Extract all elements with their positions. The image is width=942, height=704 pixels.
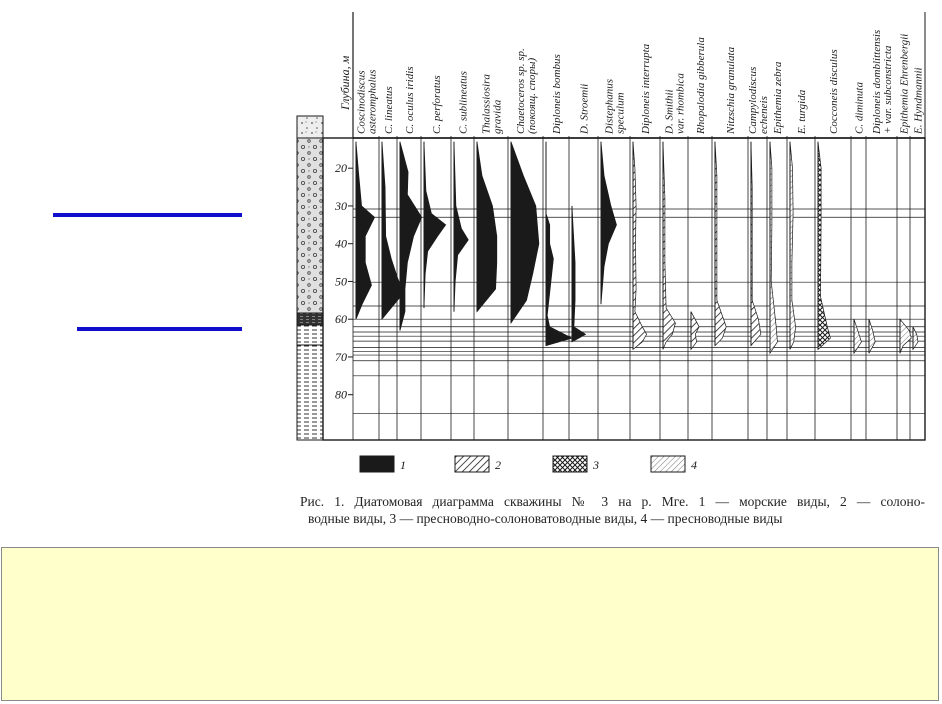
species-label: Epithemia Ehrenbergii: [899, 34, 911, 135]
species-profile: [632, 141, 648, 351]
species-profile: [476, 141, 498, 313]
legend-label: 3: [592, 458, 599, 472]
depth-tick-label: 50: [335, 274, 347, 288]
caption-line-2: водные виды, 3 — пресноводно-солоноватов…: [308, 511, 783, 526]
lithology-column: [296, 115, 324, 441]
species-profile: [912, 326, 919, 351]
legend: 1 2 3 4: [359, 455, 697, 473]
species-label: D. Smithii: [664, 89, 676, 135]
depth-axis: Глубина, м 20 30 40 50 60 70 80: [334, 55, 353, 402]
notes-panel: [1, 547, 939, 701]
species-label: Chaetoceros sp. sp.: [515, 48, 527, 134]
species-label: asteromphalus: [367, 70, 379, 134]
species-profile: [571, 205, 587, 343]
legend-swatch: [650, 455, 686, 473]
depth-tick-label: 30: [334, 199, 347, 213]
figure-caption: Рис. 1. Диатомовая диаграмма скважины № …: [300, 493, 925, 527]
species-profile: [714, 141, 727, 347]
species-profiles: [355, 141, 919, 355]
species-label: var. rhombica: [675, 73, 687, 134]
species-headers: Coscinodiscus asteromphalus C. lineatus C. …: [356, 30, 925, 135]
species-label: C. oculus iridis: [404, 66, 416, 134]
species-label: gravida: [492, 99, 504, 134]
species-label: Rhopalodia gibberula: [695, 37, 707, 135]
species-label: Diploneis domblittensis: [871, 30, 883, 135]
legend-swatch: [454, 455, 490, 473]
species-profile: [600, 141, 617, 305]
depth-axis-title: Глубина, м: [338, 55, 352, 111]
plot-frame: [322, 137, 926, 441]
legend-label: 4: [691, 458, 697, 472]
species-profile: [355, 141, 376, 320]
species-label: D. Stroemii: [579, 84, 591, 135]
notes-text: [2, 548, 938, 568]
depth-tick-label: 60: [335, 312, 347, 326]
species-profile: [789, 141, 796, 350]
species-label: Epithemia zebra: [772, 61, 784, 135]
legend-swatch: [359, 455, 395, 473]
species-label: C. sublineatus: [458, 71, 470, 134]
species-label: C. perforatus: [431, 75, 443, 134]
legend-label: 2: [495, 458, 501, 472]
species-label: echeneis: [758, 96, 770, 134]
species-profile: [423, 141, 447, 308]
species-label: Diploneis interrupta: [640, 43, 652, 135]
species-profile: [868, 319, 876, 354]
legend-swatch: [552, 455, 588, 473]
species-label: C. lineatus: [383, 86, 395, 134]
species-profile: [662, 141, 676, 350]
species-profile: [769, 141, 778, 355]
species-profile: [381, 141, 405, 321]
depth-tick-label: 70: [335, 350, 347, 364]
species-profile: [750, 141, 762, 347]
species-label: Nitzschia granulata: [725, 46, 737, 135]
species-profile: [399, 141, 423, 331]
species-label: speculum: [615, 92, 627, 134]
species-label: E. turgida: [796, 89, 808, 135]
species-profile: [510, 141, 540, 325]
depth-tick-label: 80: [335, 388, 347, 402]
species-label: Campylodiscus: [747, 67, 759, 134]
species-label: E. Hyndmannii: [913, 67, 925, 135]
species-profile: [690, 311, 700, 351]
species-profile: [817, 141, 831, 351]
species-profile: [545, 141, 573, 347]
species-label: + var. subconstricta: [882, 45, 894, 134]
species-label: Thalassiosira: [481, 74, 493, 134]
species-label: Cocconeis disculus: [828, 49, 840, 134]
species-label: Distephanus: [604, 79, 616, 135]
species-label: C. diminuta: [854, 82, 866, 134]
species-label: Diploneis bombus: [551, 54, 563, 135]
diagram-grid: [322, 12, 926, 441]
legend-label: 1: [400, 458, 406, 472]
species-profile: [453, 141, 469, 312]
diatom-diagram: Глубина, м 20 30 40 50 60 70 80 Coscinodiscus a…: [53, 12, 926, 473]
species-label: Coscinodiscus: [356, 70, 368, 134]
species-label: (покоящ. споры): [526, 58, 538, 134]
depth-tick-label: 40: [335, 237, 347, 251]
depth-tick-label: 20: [335, 161, 347, 175]
caption-line-1: Рис. 1. Диатомовая диаграмма скважины № …: [300, 494, 925, 509]
species-profile: [899, 318, 912, 354]
